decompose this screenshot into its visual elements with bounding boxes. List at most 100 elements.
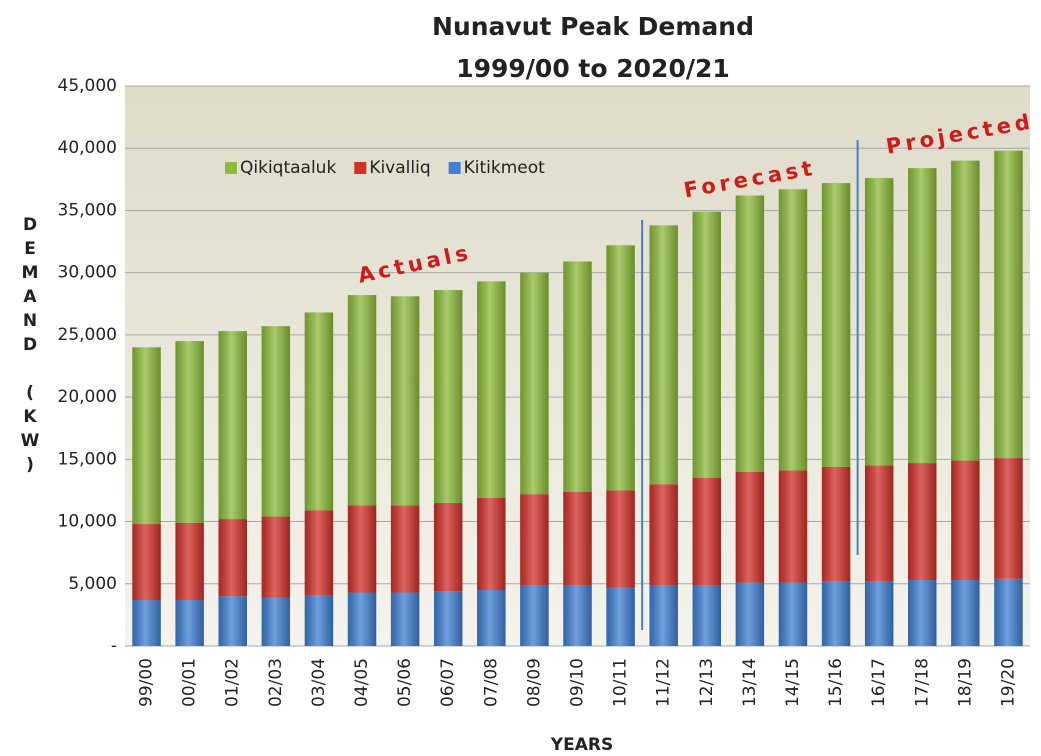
bar-shade	[347, 592, 377, 646]
x-tick-label: 10/11	[611, 658, 631, 707]
x-tick-label: 08/09	[524, 658, 544, 707]
bar-shade	[994, 150, 1023, 459]
bar-shade	[520, 585, 549, 646]
legend-swatch	[225, 162, 237, 174]
y-tick-label: 30,000	[58, 263, 117, 283]
x-tick-label: 11/12	[654, 658, 674, 707]
bar-shade	[994, 578, 1023, 646]
bar-shade	[433, 591, 463, 646]
y-tick-label: -	[111, 636, 117, 656]
x-tick-label: 03/04	[309, 658, 329, 707]
bar-shade	[261, 326, 291, 517]
bar-shade	[692, 585, 722, 646]
bar-shade	[864, 581, 894, 646]
bar-shade	[908, 463, 937, 581]
bar-shade	[778, 582, 808, 646]
x-tick-label: 12/13	[697, 658, 717, 707]
bar-shade	[908, 168, 937, 464]
legend-swatch	[448, 162, 461, 174]
y-tick-label: 40,000	[58, 138, 117, 158]
x-tick-label: 14/15	[783, 658, 803, 707]
bar-shade	[864, 465, 894, 582]
bar-shade	[951, 460, 980, 581]
bar-shade	[304, 510, 334, 595]
bar-shade	[606, 490, 635, 588]
bar-shade	[821, 183, 851, 467]
bar-shade	[821, 581, 851, 646]
bar-shade	[908, 580, 937, 646]
bar-shade	[563, 261, 592, 492]
bar-shade	[563, 585, 592, 646]
bar-shade	[477, 590, 506, 646]
bar-shade	[390, 296, 420, 506]
bar-shade	[735, 471, 765, 583]
x-tick-label: 15/16	[826, 658, 846, 707]
bar-shade	[433, 502, 463, 592]
bar-shade	[735, 195, 765, 472]
bar-shade	[649, 484, 678, 586]
bar-shade	[951, 160, 980, 461]
bar-shade	[778, 189, 808, 471]
x-axis-label: YEARS	[550, 735, 613, 755]
bar-shade	[175, 341, 204, 523]
bar-shade	[735, 582, 765, 646]
bar-shade	[864, 178, 894, 466]
bar-shade	[606, 587, 635, 646]
x-tick-label: 05/06	[395, 658, 415, 707]
x-tick-label: 18/19	[955, 658, 975, 707]
bar-shade	[477, 497, 506, 590]
legend-label: Qikiqtaaluk	[240, 158, 336, 178]
y-tick-label: 25,000	[58, 325, 117, 345]
bar-shade	[563, 491, 592, 586]
bar-shade	[347, 505, 377, 593]
x-tick-label: 01/02	[223, 658, 243, 707]
bar-shade	[218, 331, 247, 520]
x-tick-label: 06/07	[438, 658, 458, 707]
y-tick-label: 45,000	[58, 76, 117, 96]
y-tick-label: 5,000	[68, 574, 117, 594]
x-tick-label: 09/10	[568, 658, 588, 707]
bar-shade	[649, 225, 678, 485]
bar-shade	[132, 599, 161, 646]
x-tick-label: 19/20	[998, 658, 1018, 707]
bar-shade	[821, 466, 851, 582]
x-tick-label: 07/08	[481, 658, 501, 707]
bar-shade	[778, 470, 808, 583]
y-tick-label: 15,000	[58, 449, 117, 469]
legend-label: Kitikmeot	[464, 158, 546, 178]
y-tick-label: 20,000	[58, 387, 117, 407]
chart-subtitle: 1999/00 to 2020/21	[456, 54, 730, 83]
bar-shade	[390, 505, 420, 593]
x-tick-label: 16/17	[869, 658, 889, 707]
bar-shade	[304, 312, 334, 511]
bar-shade	[951, 580, 980, 646]
x-tick-label: 99/00	[137, 658, 157, 707]
legend-label: Kivalliq	[369, 158, 430, 178]
bar-shade	[261, 597, 291, 646]
bar-shade	[606, 245, 635, 491]
y-axis-label: DEMAND (KW)	[20, 215, 40, 479]
legend-swatch	[354, 162, 367, 174]
bar-shade	[218, 519, 247, 597]
bar-shade	[649, 585, 678, 646]
bar-shade	[261, 516, 291, 598]
bar-shade	[218, 596, 247, 646]
bar-shade	[132, 347, 161, 525]
x-tick-label: 13/14	[740, 658, 760, 707]
x-tick-label: 02/03	[266, 658, 286, 707]
bar-shade	[520, 494, 549, 586]
bar-shade	[390, 592, 420, 646]
x-tick-label: 17/18	[912, 658, 932, 707]
bar-shade	[994, 458, 1023, 579]
bar-shade	[175, 599, 204, 646]
bar-shade	[132, 524, 161, 600]
bar-shade	[175, 522, 204, 600]
x-tick-label: 00/01	[180, 658, 200, 707]
chart-title: Nunavut Peak Demand	[432, 12, 754, 41]
x-tick-label: 04/05	[352, 658, 372, 707]
y-tick-label: 10,000	[58, 512, 117, 532]
bar-shade	[304, 594, 334, 646]
bar-shade	[477, 281, 506, 498]
bar-shade	[692, 478, 722, 586]
bar-shade	[347, 295, 377, 506]
